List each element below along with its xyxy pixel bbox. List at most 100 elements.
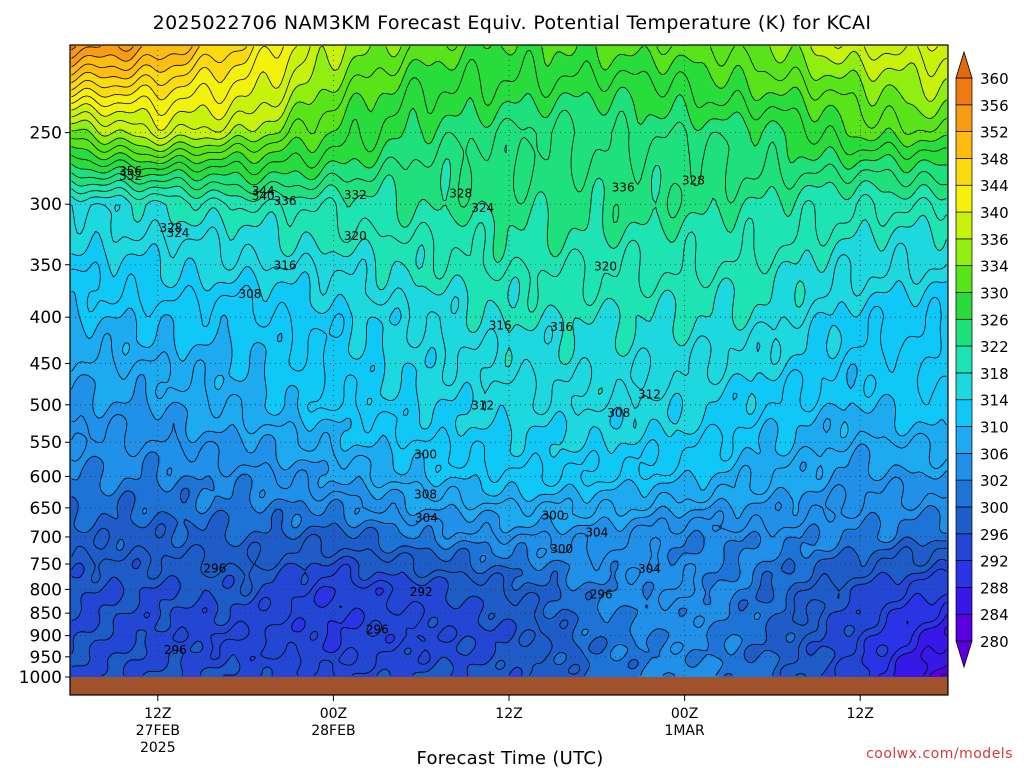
contour-label: 296 — [164, 643, 187, 657]
contour-label: 304 — [585, 525, 608, 539]
colorbar-label: 344 — [980, 177, 1009, 195]
colorbar-segment — [955, 211, 973, 240]
x-tick-label: 1MAR — [664, 723, 705, 739]
y-tick-label: 300 — [30, 195, 62, 215]
contour-line — [71, 187, 947, 313]
contour-label: 300 — [414, 448, 437, 462]
contour-line — [893, 614, 947, 676]
chart-title: 2025022706 NAM3KM Forecast Equiv. Potent… — [153, 12, 872, 34]
y-tick-label: 1000 — [19, 668, 62, 688]
contour-line — [920, 626, 947, 676]
y-tick-label: 250 — [30, 124, 62, 144]
x-tick-label: 27FEB — [136, 723, 180, 739]
contour-line — [71, 46, 947, 139]
y-axis: 250 300 350 400 450 500 550 600 650 700 750 800 850 9… — [19, 124, 70, 688]
contour-label: 304 — [415, 511, 438, 525]
contour-label: 332 — [344, 188, 367, 202]
contour-line — [71, 46, 284, 117]
contour-line — [71, 203, 947, 429]
contour-label: 324 — [167, 226, 190, 240]
contour-line — [71, 414, 947, 655]
contour-label: 312 — [638, 388, 661, 402]
y-tick-label: 750 — [30, 555, 62, 575]
contour-label: 300 — [550, 542, 573, 556]
grid-lines — [70, 45, 948, 677]
contour-label: 336 — [274, 194, 297, 208]
contour-label: 308 — [239, 287, 262, 301]
contour-line — [71, 46, 939, 131]
contour-label: 344 — [252, 184, 275, 198]
colorbar-segment — [955, 372, 973, 401]
contour-line — [71, 291, 947, 505]
colorbar-segment — [955, 587, 973, 615]
colorbar-label: 340 — [980, 204, 1009, 222]
colorbar-label: 288 — [980, 579, 1009, 597]
x-tick-label: 00Z — [320, 706, 347, 722]
contour-label: 324 — [471, 201, 494, 215]
contour-label: 316 — [550, 320, 573, 334]
colorbar-segment — [955, 533, 973, 561]
colorbar-label: 318 — [980, 365, 1009, 383]
contour-line — [71, 194, 947, 395]
colorbar-segment — [955, 345, 973, 374]
contour-label: 352 — [119, 169, 142, 183]
contour-line — [71, 46, 255, 101]
colorbar-segment — [955, 426, 973, 454]
colorbar-min-arrow — [955, 640, 973, 669]
contour-line — [291, 586, 947, 676]
colorbar-segment — [955, 560, 973, 588]
credit-link[interactable]: coolwx.com/models — [866, 746, 1013, 762]
colorbar-segment — [955, 265, 973, 293]
colorbar-segment — [955, 77, 973, 106]
colorbar-label: 306 — [980, 445, 1009, 463]
colorbar-segment — [955, 292, 973, 320]
colorbar-label: 322 — [980, 338, 1009, 356]
contour-line — [71, 46, 143, 68]
contour-label: 336 — [612, 180, 635, 194]
x-tick-label: 28FEB — [311, 723, 355, 739]
contour-line — [71, 332, 947, 520]
contour-line — [71, 46, 947, 152]
colorbar-segment — [955, 452, 973, 481]
colorbar-label: 348 — [980, 150, 1009, 168]
colorbar-segment — [955, 479, 973, 508]
contour-line — [71, 46, 947, 146]
contour-line — [878, 601, 947, 676]
colorbar-label: 300 — [980, 499, 1009, 517]
contour-label: 340 — [252, 189, 275, 203]
colorbar-label: 284 — [980, 606, 1009, 624]
contour-line — [71, 451, 947, 676]
contour-label: 328 — [160, 221, 183, 235]
colorbar-label: 314 — [980, 392, 1009, 410]
y-tick-label: 400 — [30, 308, 62, 328]
colorbar-label: 302 — [980, 472, 1009, 490]
contour-line — [71, 46, 947, 165]
colorbar-label: 280 — [980, 633, 1009, 651]
y-tick-label: 350 — [30, 256, 62, 276]
contour-line — [71, 231, 947, 458]
colorbar-segment — [955, 399, 973, 427]
colorbar-label: 330 — [980, 284, 1009, 302]
colorbar-label: 356 — [980, 97, 1009, 115]
contour-label: 316 — [274, 259, 297, 273]
colorbar-segment — [955, 238, 973, 267]
contour-label: 300 — [541, 508, 564, 522]
contour-label: 292 — [410, 585, 433, 599]
y-tick-label: 800 — [30, 580, 62, 600]
colorbar-segment — [955, 613, 973, 642]
x-tick-label: 12Z — [495, 706, 522, 722]
contour-label: 296 — [203, 561, 226, 575]
x-tick-label: 2025 — [140, 740, 176, 756]
contour-line — [71, 46, 247, 91]
y-tick-label: 650 — [30, 499, 62, 519]
contour-line — [71, 46, 193, 76]
colorbar-label: 310 — [980, 419, 1009, 437]
contour-line — [71, 46, 134, 59]
colorbar-segment — [955, 131, 973, 159]
contour-line — [71, 109, 947, 223]
contour-line — [71, 374, 947, 535]
x-axis-title: Forecast Time (UTC) — [416, 748, 603, 768]
